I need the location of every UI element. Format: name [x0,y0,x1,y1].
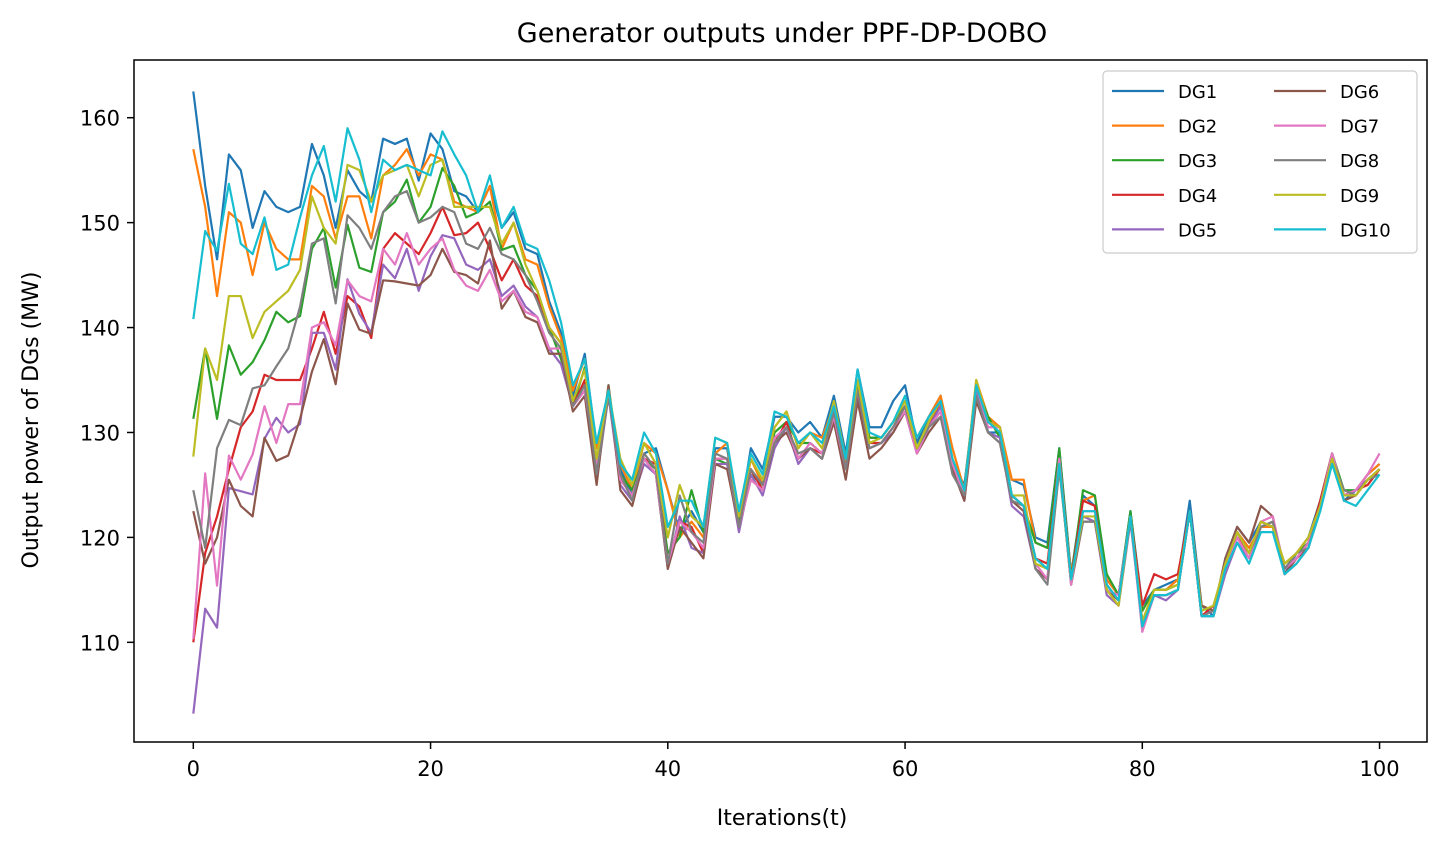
series-line-dg5 [192,234,1381,714]
legend-label: DG7 [1340,117,1379,138]
legend-item-dg5: DG5 [1112,220,1217,241]
y-axis-label: Output power of DGs (MW) [19,272,44,569]
y-tick-label: 120 [80,526,120,550]
legend-item-dg4: DG4 [1112,186,1217,207]
series-line-dg10 [192,127,1381,628]
legend-label: DG9 [1340,186,1379,207]
y-tick-label: 140 [80,317,120,341]
legend-item-dg7: DG7 [1274,117,1379,138]
plot-area [192,91,1381,714]
legend-label: DG4 [1178,186,1217,207]
legend-label: DG5 [1178,220,1217,241]
legend-item-dg3: DG3 [1112,151,1217,172]
x-tick-label: 40 [654,757,681,781]
legend-item-dg8: DG8 [1274,151,1379,172]
legend-label: DG6 [1340,82,1379,103]
y-tick-label: 110 [80,631,120,655]
series-line-dg4 [192,205,1381,643]
y-tick-label: 150 [80,212,120,236]
series-line-dg7 [192,232,1381,640]
x-tick-label: 0 [187,757,200,781]
x-tick-label: 60 [892,757,919,781]
legend-label: DG10 [1340,220,1391,241]
y-tick-label: 160 [80,107,120,131]
plot-frame [133,59,1428,743]
chart-title: Generator outputs under PPF-DP-DOBO [517,18,1047,49]
x-axis: 0 20 40 60 80 100 [187,742,1400,781]
legend-label: DG3 [1178,151,1217,172]
legend-item-dg2: DG2 [1112,117,1217,138]
legend-item-dg9: DG9 [1274,186,1379,207]
x-tick-label: 20 [417,757,444,781]
x-axis-label: Iterations(t) [717,806,848,831]
x-tick-label: 100 [1360,757,1400,781]
legend: DG1 DG2 DG3 DG4 DG5 DG6 DG7 DG8 DG9 DG10 [1102,70,1418,254]
legend-item-dg10: DG10 [1274,220,1391,241]
legend-label: DG1 [1178,82,1217,103]
legend-box [1102,70,1418,254]
legend-label: DG8 [1340,151,1379,172]
y-tick-label: 130 [80,421,120,445]
legend-label: DG2 [1178,117,1217,138]
x-tick-label: 80 [1129,757,1156,781]
legend-item-dg6: DG6 [1274,82,1379,103]
legend-item-dg1: DG1 [1112,82,1217,103]
series-line-dg8 [192,190,1380,623]
y-axis: 110 120 130 140 150 160 [80,107,134,655]
